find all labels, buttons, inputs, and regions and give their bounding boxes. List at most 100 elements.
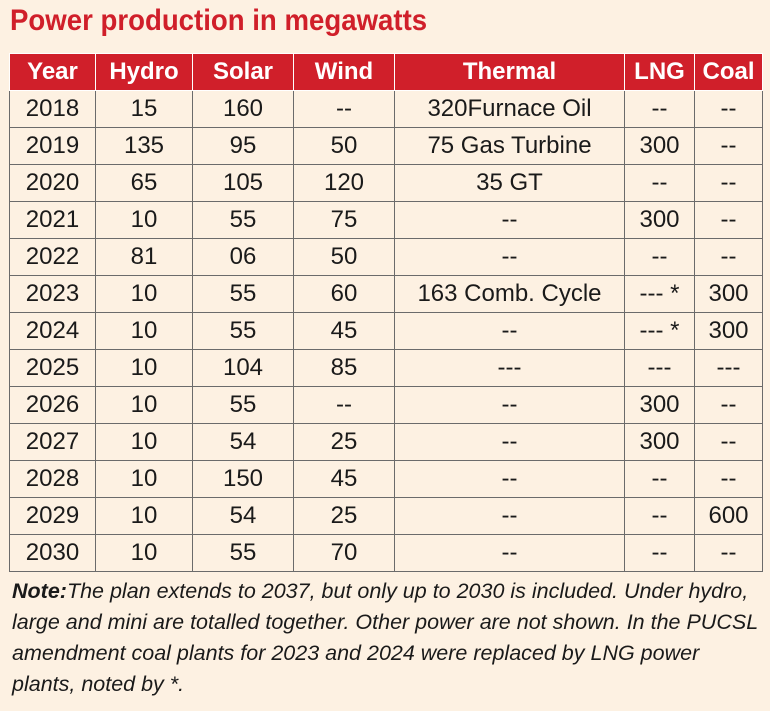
cell-year: 2023 [9, 275, 96, 313]
table-header: Year Hydro Solar Wind Thermal LNG Coal [9, 53, 763, 91]
cell-wind: 85 [293, 349, 395, 387]
cell-thermal: -- [394, 312, 625, 350]
cell-hydro: 10 [95, 534, 193, 572]
cell-lng: --- * [624, 275, 695, 313]
cell-solar: 55 [192, 386, 294, 424]
cell-year: 2024 [9, 312, 96, 350]
cell-lng: -- [624, 534, 695, 572]
footnote: Note:The plan extends to 2037, but only … [12, 576, 760, 700]
cell-wind: 120 [293, 164, 395, 202]
cell-wind: -- [293, 386, 395, 424]
cell-year: 2026 [9, 386, 96, 424]
cell-year: 2030 [9, 534, 96, 572]
column-header-hydro: Hydro [95, 53, 193, 91]
cell-hydro: 10 [95, 349, 193, 387]
column-header-wind: Wind [293, 53, 395, 91]
cell-lng: 300 [624, 386, 695, 424]
table-row: 2024 10 55 45 -- --- * 300 [9, 312, 763, 350]
cell-wind: 50 [293, 127, 395, 165]
table-row: 2029 10 54 25 -- -- 600 [9, 497, 763, 535]
cell-coal: -- [694, 164, 763, 202]
cell-year: 2021 [9, 201, 96, 239]
cell-year: 2025 [9, 349, 96, 387]
cell-solar: 104 [192, 349, 294, 387]
cell-year: 2019 [9, 127, 96, 165]
cell-thermal: 163 Comb. Cycle [394, 275, 625, 313]
cell-lng: 300 [624, 423, 695, 461]
cell-solar: 54 [192, 497, 294, 535]
cell-coal: --- [694, 349, 763, 387]
table-row: 2027 10 54 25 -- 300 -- [9, 423, 763, 461]
cell-wind: 25 [293, 423, 395, 461]
cell-lng: 300 [624, 127, 695, 165]
cell-wind: 60 [293, 275, 395, 313]
cell-lng: --- * [624, 312, 695, 350]
cell-wind: 50 [293, 238, 395, 276]
cell-thermal: -- [394, 534, 625, 572]
cell-hydro: 10 [95, 201, 193, 239]
column-header-lng: LNG [624, 53, 695, 91]
cell-coal: -- [694, 201, 763, 239]
cell-solar: 95 [192, 127, 294, 165]
cell-year: 2022 [9, 238, 96, 276]
cell-hydro: 10 [95, 275, 193, 313]
table-row: 2020 65 105 120 35 GT -- -- [9, 164, 763, 202]
cell-wind: 75 [293, 201, 395, 239]
cell-hydro: 15 [95, 90, 193, 128]
cell-year: 2020 [9, 164, 96, 202]
cell-hydro: 10 [95, 423, 193, 461]
cell-hydro: 10 [95, 386, 193, 424]
cell-thermal: -- [394, 460, 625, 498]
column-header-coal: Coal [694, 53, 763, 91]
cell-year: 2028 [9, 460, 96, 498]
cell-coal: -- [694, 534, 763, 572]
cell-wind: 25 [293, 497, 395, 535]
header-row: Year Hydro Solar Wind Thermal LNG Coal [9, 53, 763, 91]
cell-year: 2029 [9, 497, 96, 535]
cell-wind: -- [293, 90, 395, 128]
cell-coal: 300 [694, 312, 763, 350]
cell-solar: 06 [192, 238, 294, 276]
cell-wind: 45 [293, 312, 395, 350]
column-header-thermal: Thermal [394, 53, 625, 91]
page-title: Power production in megawatts [10, 4, 428, 37]
cell-lng: --- [624, 349, 695, 387]
cell-hydro: 135 [95, 127, 193, 165]
cell-thermal: 320Furnace Oil [394, 90, 625, 128]
note-text: The plan extends to 2037, but only up to… [12, 579, 758, 696]
cell-thermal: -- [394, 238, 625, 276]
cell-solar: 54 [192, 423, 294, 461]
cell-solar: 150 [192, 460, 294, 498]
cell-lng: -- [624, 460, 695, 498]
cell-coal: -- [694, 127, 763, 165]
cell-wind: 70 [293, 534, 395, 572]
cell-solar: 55 [192, 312, 294, 350]
cell-thermal: --- [394, 349, 625, 387]
cell-hydro: 10 [95, 497, 193, 535]
cell-lng: -- [624, 497, 695, 535]
cell-thermal: -- [394, 386, 625, 424]
cell-coal: 300 [694, 275, 763, 313]
table-row: 2022 81 06 50 -- -- -- [9, 238, 763, 276]
cell-coal: -- [694, 386, 763, 424]
cell-hydro: 10 [95, 460, 193, 498]
cell-year: 2027 [9, 423, 96, 461]
cell-coal: -- [694, 238, 763, 276]
table-row: 2019 135 95 50 75 Gas Turbine 300 -- [9, 127, 763, 165]
column-header-year: Year [9, 53, 96, 91]
cell-coal: -- [694, 460, 763, 498]
cell-lng: -- [624, 238, 695, 276]
cell-solar: 55 [192, 534, 294, 572]
cell-hydro: 65 [95, 164, 193, 202]
table-row: 2028 10 150 45 -- -- -- [9, 460, 763, 498]
table-row: 2021 10 55 75 -- 300 -- [9, 201, 763, 239]
table-row: 2030 10 55 70 -- -- -- [9, 534, 763, 572]
cell-solar: 105 [192, 164, 294, 202]
cell-thermal: 75 Gas Turbine [394, 127, 625, 165]
cell-thermal: 35 GT [394, 164, 625, 202]
cell-lng: -- [624, 90, 695, 128]
cell-thermal: -- [394, 497, 625, 535]
power-table: Year Hydro Solar Wind Thermal LNG Coal 2018 15 1… [9, 53, 763, 572]
table-row: 2023 10 55 60 163 Comb. Cycle --- * 300 [9, 275, 763, 313]
column-header-solar: Solar [192, 53, 294, 91]
